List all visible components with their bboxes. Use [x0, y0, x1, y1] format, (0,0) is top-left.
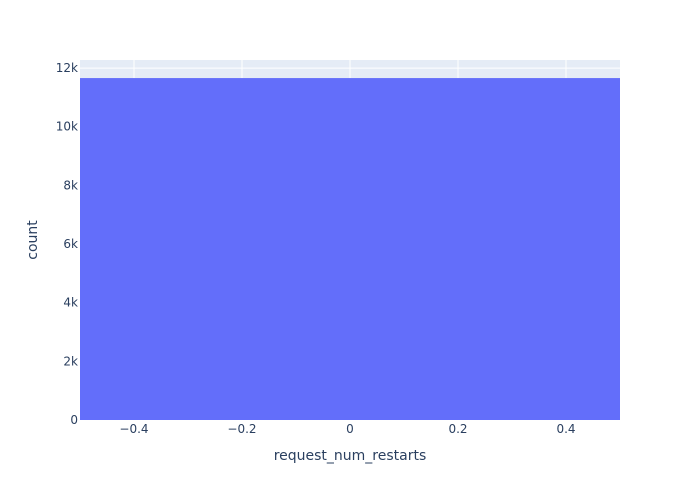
x-axis-title: request_num_restarts	[274, 448, 427, 464]
bars	[80, 78, 620, 420]
y-tick-label: 8k	[63, 178, 78, 192]
bar[interactable]	[80, 78, 620, 420]
y-tick-label: 0	[70, 413, 78, 427]
y-tick-label: 4k	[63, 296, 78, 310]
x-tick-label: 0.2	[448, 422, 467, 436]
x-tick-label: −0.4	[119, 422, 148, 436]
y-tick-label: 12k	[56, 61, 78, 75]
y-tick-label: 2k	[63, 354, 78, 368]
x-tick-label: 0.4	[556, 422, 575, 436]
x-tick-label: −0.2	[227, 422, 256, 436]
x-tick-label: 0	[346, 422, 354, 436]
y-axis-ticks: 0 2k 4k 6k 8k 10k 12k	[56, 61, 78, 427]
y-tick-label: 10k	[56, 120, 78, 134]
y-axis-title: count	[25, 220, 41, 260]
y-tick-label: 6k	[63, 237, 78, 251]
x-axis-ticks: −0.4 −0.2 0 0.2 0.4	[119, 422, 575, 436]
